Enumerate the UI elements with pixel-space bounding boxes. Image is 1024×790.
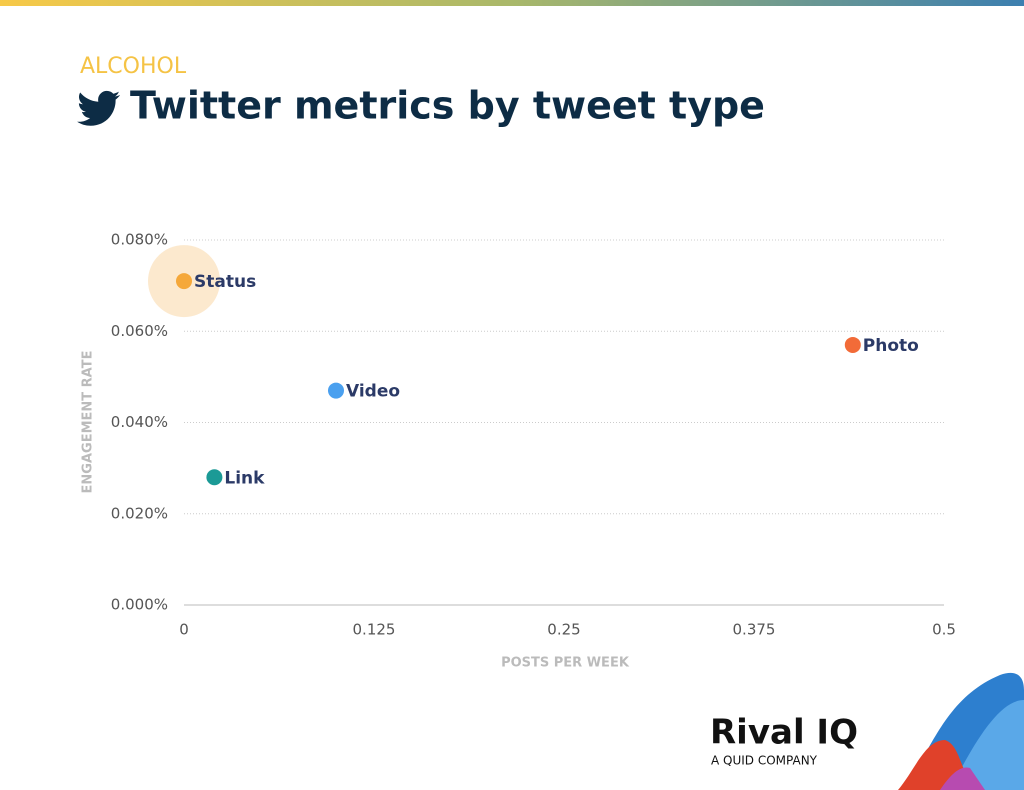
y-tick-label: 0.080% bbox=[111, 231, 168, 249]
category: ALCOHOL bbox=[80, 54, 187, 79]
decor-wave bbox=[940, 767, 985, 790]
point-label: Photo bbox=[863, 336, 919, 356]
point-label: Link bbox=[224, 468, 265, 488]
decor-wave bbox=[950, 700, 1024, 790]
logo-tagline: A QUID COMPANY bbox=[711, 754, 818, 768]
top-bar bbox=[0, 0, 1024, 6]
point-label: Video bbox=[346, 382, 400, 402]
logo-name: Rival IQ bbox=[710, 713, 858, 753]
x-tick-label: 0.125 bbox=[353, 621, 396, 639]
y-tick-label: 0.060% bbox=[111, 322, 168, 340]
y-axis-title: ENGAGEMENT RATE bbox=[81, 351, 96, 494]
point bbox=[328, 382, 344, 399]
point bbox=[176, 273, 192, 290]
y-tick-label: 0.040% bbox=[111, 413, 168, 431]
plot-area: 0.000% 0.020% 0.040% 0.060% 0.080% 0 0.125 0.25… bbox=[111, 231, 956, 639]
x-tick-label: 0 bbox=[179, 621, 189, 639]
y-tick-label: 0.020% bbox=[111, 504, 168, 522]
chart-title: Twitter metrics by tweet type bbox=[130, 84, 765, 128]
x-axis-title: POSTS PER WEEK bbox=[501, 656, 630, 671]
x-tick-label: 0.375 bbox=[733, 621, 776, 639]
x-tick-label: 0.25 bbox=[547, 621, 580, 639]
twitter-icon bbox=[77, 90, 120, 126]
point bbox=[844, 336, 861, 353]
point bbox=[206, 469, 223, 486]
y-tick-label: 0.000% bbox=[111, 596, 168, 614]
x-tick-label: 0.5 bbox=[932, 621, 956, 639]
point-label: Status bbox=[194, 272, 256, 292]
